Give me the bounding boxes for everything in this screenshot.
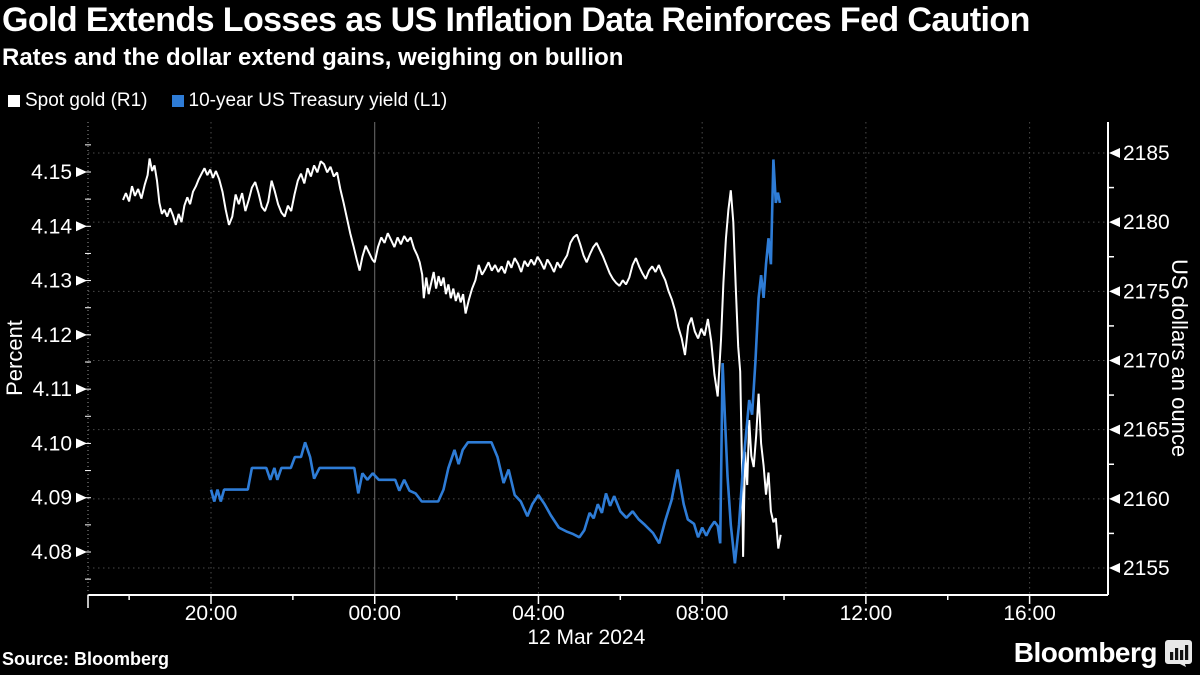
y-right-tick-arrow-icon: [1109, 493, 1120, 504]
y-right-tick-arrow-icon: [1109, 286, 1120, 297]
x-tick-label: 04:00: [512, 602, 565, 625]
y-right-tick-label: 2165: [1123, 419, 1170, 442]
y-left-tick-label: 4.12: [31, 324, 72, 347]
y-right-tick-label: 2175: [1123, 280, 1170, 303]
y-left-tick-arrow-icon: [76, 384, 87, 395]
y-left-tick-arrow-icon: [76, 275, 87, 286]
y-right-tick-arrow-icon: [1109, 217, 1120, 228]
x-tick-label: 08:00: [676, 602, 729, 625]
y-right-tick-label: 2180: [1123, 211, 1170, 234]
y-right-tick-arrow-icon: [1109, 148, 1120, 158]
y-right-tick-arrow-icon: [1109, 424, 1120, 435]
page-subtitle: Rates and the dollar extend gains, weigh…: [2, 44, 624, 71]
x-date-label: 12 Mar 2024: [527, 626, 645, 649]
y-left-tick-label: 4.11: [33, 378, 72, 401]
bloomberg-logo: Bloomberg: [1014, 637, 1192, 669]
legend-swatch-spot-gold-icon: [8, 95, 20, 107]
y-left-tick-label: 4.10: [31, 432, 72, 455]
legend-item-spot-gold: Spot gold (R1): [8, 90, 148, 112]
y-left-tick-arrow-icon: [76, 221, 87, 232]
legend-label-treasury-yield: 10-year US Treasury yield (L1): [188, 90, 448, 111]
y-left-tick-arrow-icon: [76, 547, 87, 558]
y-left-tick-label: 4.13: [31, 270, 72, 293]
x-tick-label: 12:00: [840, 602, 893, 625]
y-right-tick-arrow-icon: [1109, 355, 1120, 366]
x-tick-label: 16:00: [1003, 602, 1056, 625]
y-left-tick-arrow-icon: [76, 329, 87, 340]
bloomberg-wordmark: Bloomberg: [1013, 637, 1158, 668]
page-title: Gold Extends Losses as US Inflation Data…: [2, 1, 1030, 39]
bar-chart-badge-icon: [1165, 639, 1192, 667]
legend-item-treasury-yield: 10-year US Treasury yield (L1): [171, 90, 448, 112]
y-left-tick-arrow-icon: [76, 438, 87, 449]
y-left-tick-label: 4.15: [31, 161, 72, 184]
y-left-tick-label: 4.14: [31, 215, 72, 238]
source-credit: Source: Bloomberg: [2, 649, 170, 669]
y-right-tick-label: 2170: [1123, 349, 1170, 372]
series-line-treasury-yield: [209, 159, 782, 564]
y-left-tick-arrow-icon: [76, 492, 87, 503]
y-right-axis-title: US dollars an ounce: [1167, 259, 1192, 457]
legend-swatch-treasury-yield-icon: [171, 95, 184, 107]
legend: Spot gold (R1) 10-year US Treasury yield…: [8, 90, 447, 112]
y-left-axis-title: Percent: [2, 320, 27, 396]
y-right-tick-arrow-icon: [1109, 562, 1120, 573]
y-right-tick-label: 2155: [1123, 557, 1170, 580]
y-right-tick-label: 2160: [1123, 488, 1170, 511]
series-line-spot-gold: [122, 158, 782, 557]
x-tick-label: 00:00: [348, 602, 401, 625]
y-right-tick-label: 2185: [1123, 142, 1170, 165]
x-tick-label: 20:00: [185, 602, 238, 625]
y-left-tick-arrow-icon: [76, 167, 87, 177]
legend-label-spot-gold: Spot gold (R1): [25, 90, 148, 111]
y-left-tick-label: 4.08: [31, 541, 72, 564]
y-left-tick-label: 4.09: [31, 487, 72, 510]
